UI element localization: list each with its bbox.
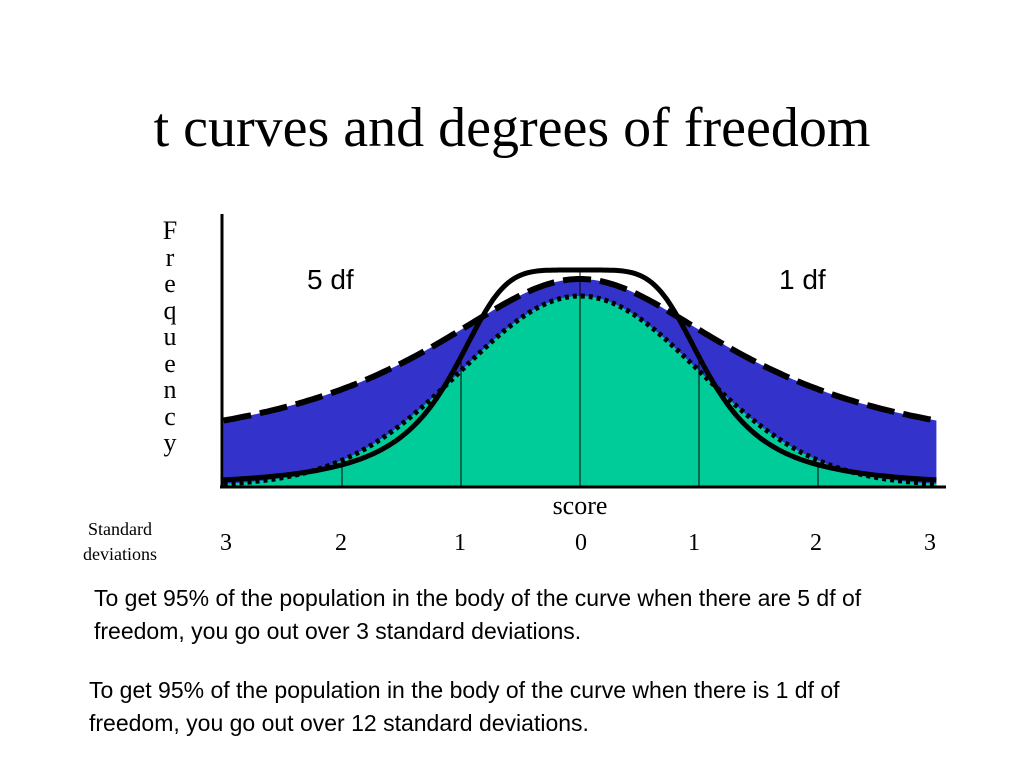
x-tick-label: 1 [688, 530, 700, 556]
x-tick-label: 1 [454, 530, 466, 556]
slide-title: t curves and degrees of freedom [153, 97, 871, 159]
x-tick-label: 3 [924, 530, 936, 556]
curve-label-1df: 1 df [779, 264, 826, 295]
x-tick-label: 0 [575, 530, 587, 556]
note-5df: To get 95% of the population in the body… [94, 585, 862, 644]
peaked-solid-curve [223, 267, 937, 483]
note-1df: To get 95% of the population in the body… [89, 677, 840, 736]
curve-label-5df: 5 df [307, 264, 354, 295]
x-tick-label: 3 [220, 530, 232, 556]
standard-deviations-label: Standard deviations [83, 519, 157, 564]
x-tick-label: 2 [810, 530, 822, 556]
t-distribution-dashed-curve [223, 276, 937, 424]
normal-dotted-curve [223, 293, 937, 487]
x-tick-label: 2 [335, 530, 347, 556]
x-axis-label: score [552, 491, 608, 520]
